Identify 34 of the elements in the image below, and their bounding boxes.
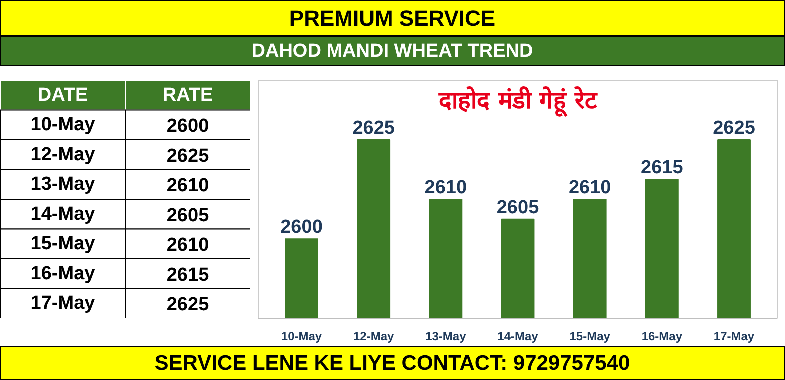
data-label: 2625 bbox=[352, 118, 396, 139]
data-label: 2610 bbox=[166, 176, 210, 197]
data-label: 2610 bbox=[166, 235, 210, 256]
data-label: 2605 bbox=[166, 205, 210, 226]
data-label: 2610 bbox=[568, 178, 612, 198]
data-label: 2625 bbox=[166, 146, 210, 167]
category-label: 17-May bbox=[30, 293, 96, 314]
category-label: 13-May bbox=[30, 174, 96, 196]
text: DATE bbox=[38, 84, 88, 106]
chart-subtitle: DAHOD MANDI WHEAT TREND bbox=[252, 40, 534, 64]
data-label: 2600 bbox=[280, 217, 323, 238]
data-label: 2625 bbox=[166, 294, 210, 316]
x-tick-label: 16-May bbox=[642, 330, 683, 344]
data-label: 2615 bbox=[641, 158, 684, 179]
x-tick-label: 10-May bbox=[281, 330, 322, 344]
annotation: दाहोद मंडी गेहूं रेट bbox=[438, 86, 598, 118]
x-tick-label: 12-May bbox=[353, 330, 395, 344]
category-label: 10-May bbox=[30, 114, 96, 136]
data-label: 2600 bbox=[166, 116, 210, 138]
text: RATE bbox=[162, 84, 214, 106]
text: SERVICE LENE KE LIYE CONTACT: 9729757540 bbox=[154, 351, 630, 377]
category-label: 15-May bbox=[30, 234, 96, 255]
data-label: 2615 bbox=[166, 264, 210, 286]
x-tick-label: 13-May bbox=[426, 330, 467, 344]
category-label: 12-May bbox=[30, 144, 96, 166]
data-label: 2625 bbox=[713, 118, 756, 139]
x-tick-label: 14-May bbox=[498, 330, 539, 344]
x-tick-label: 17-May bbox=[714, 330, 755, 344]
data-label: 2610 bbox=[424, 178, 468, 198]
category-label: 14-May bbox=[30, 204, 96, 225]
x-tick-label: 15-May bbox=[570, 330, 611, 344]
category-label: 16-May bbox=[30, 263, 96, 284]
data-label: 2605 bbox=[496, 197, 540, 218]
chart-title: PREMIUM SERVICE bbox=[289, 5, 496, 33]
